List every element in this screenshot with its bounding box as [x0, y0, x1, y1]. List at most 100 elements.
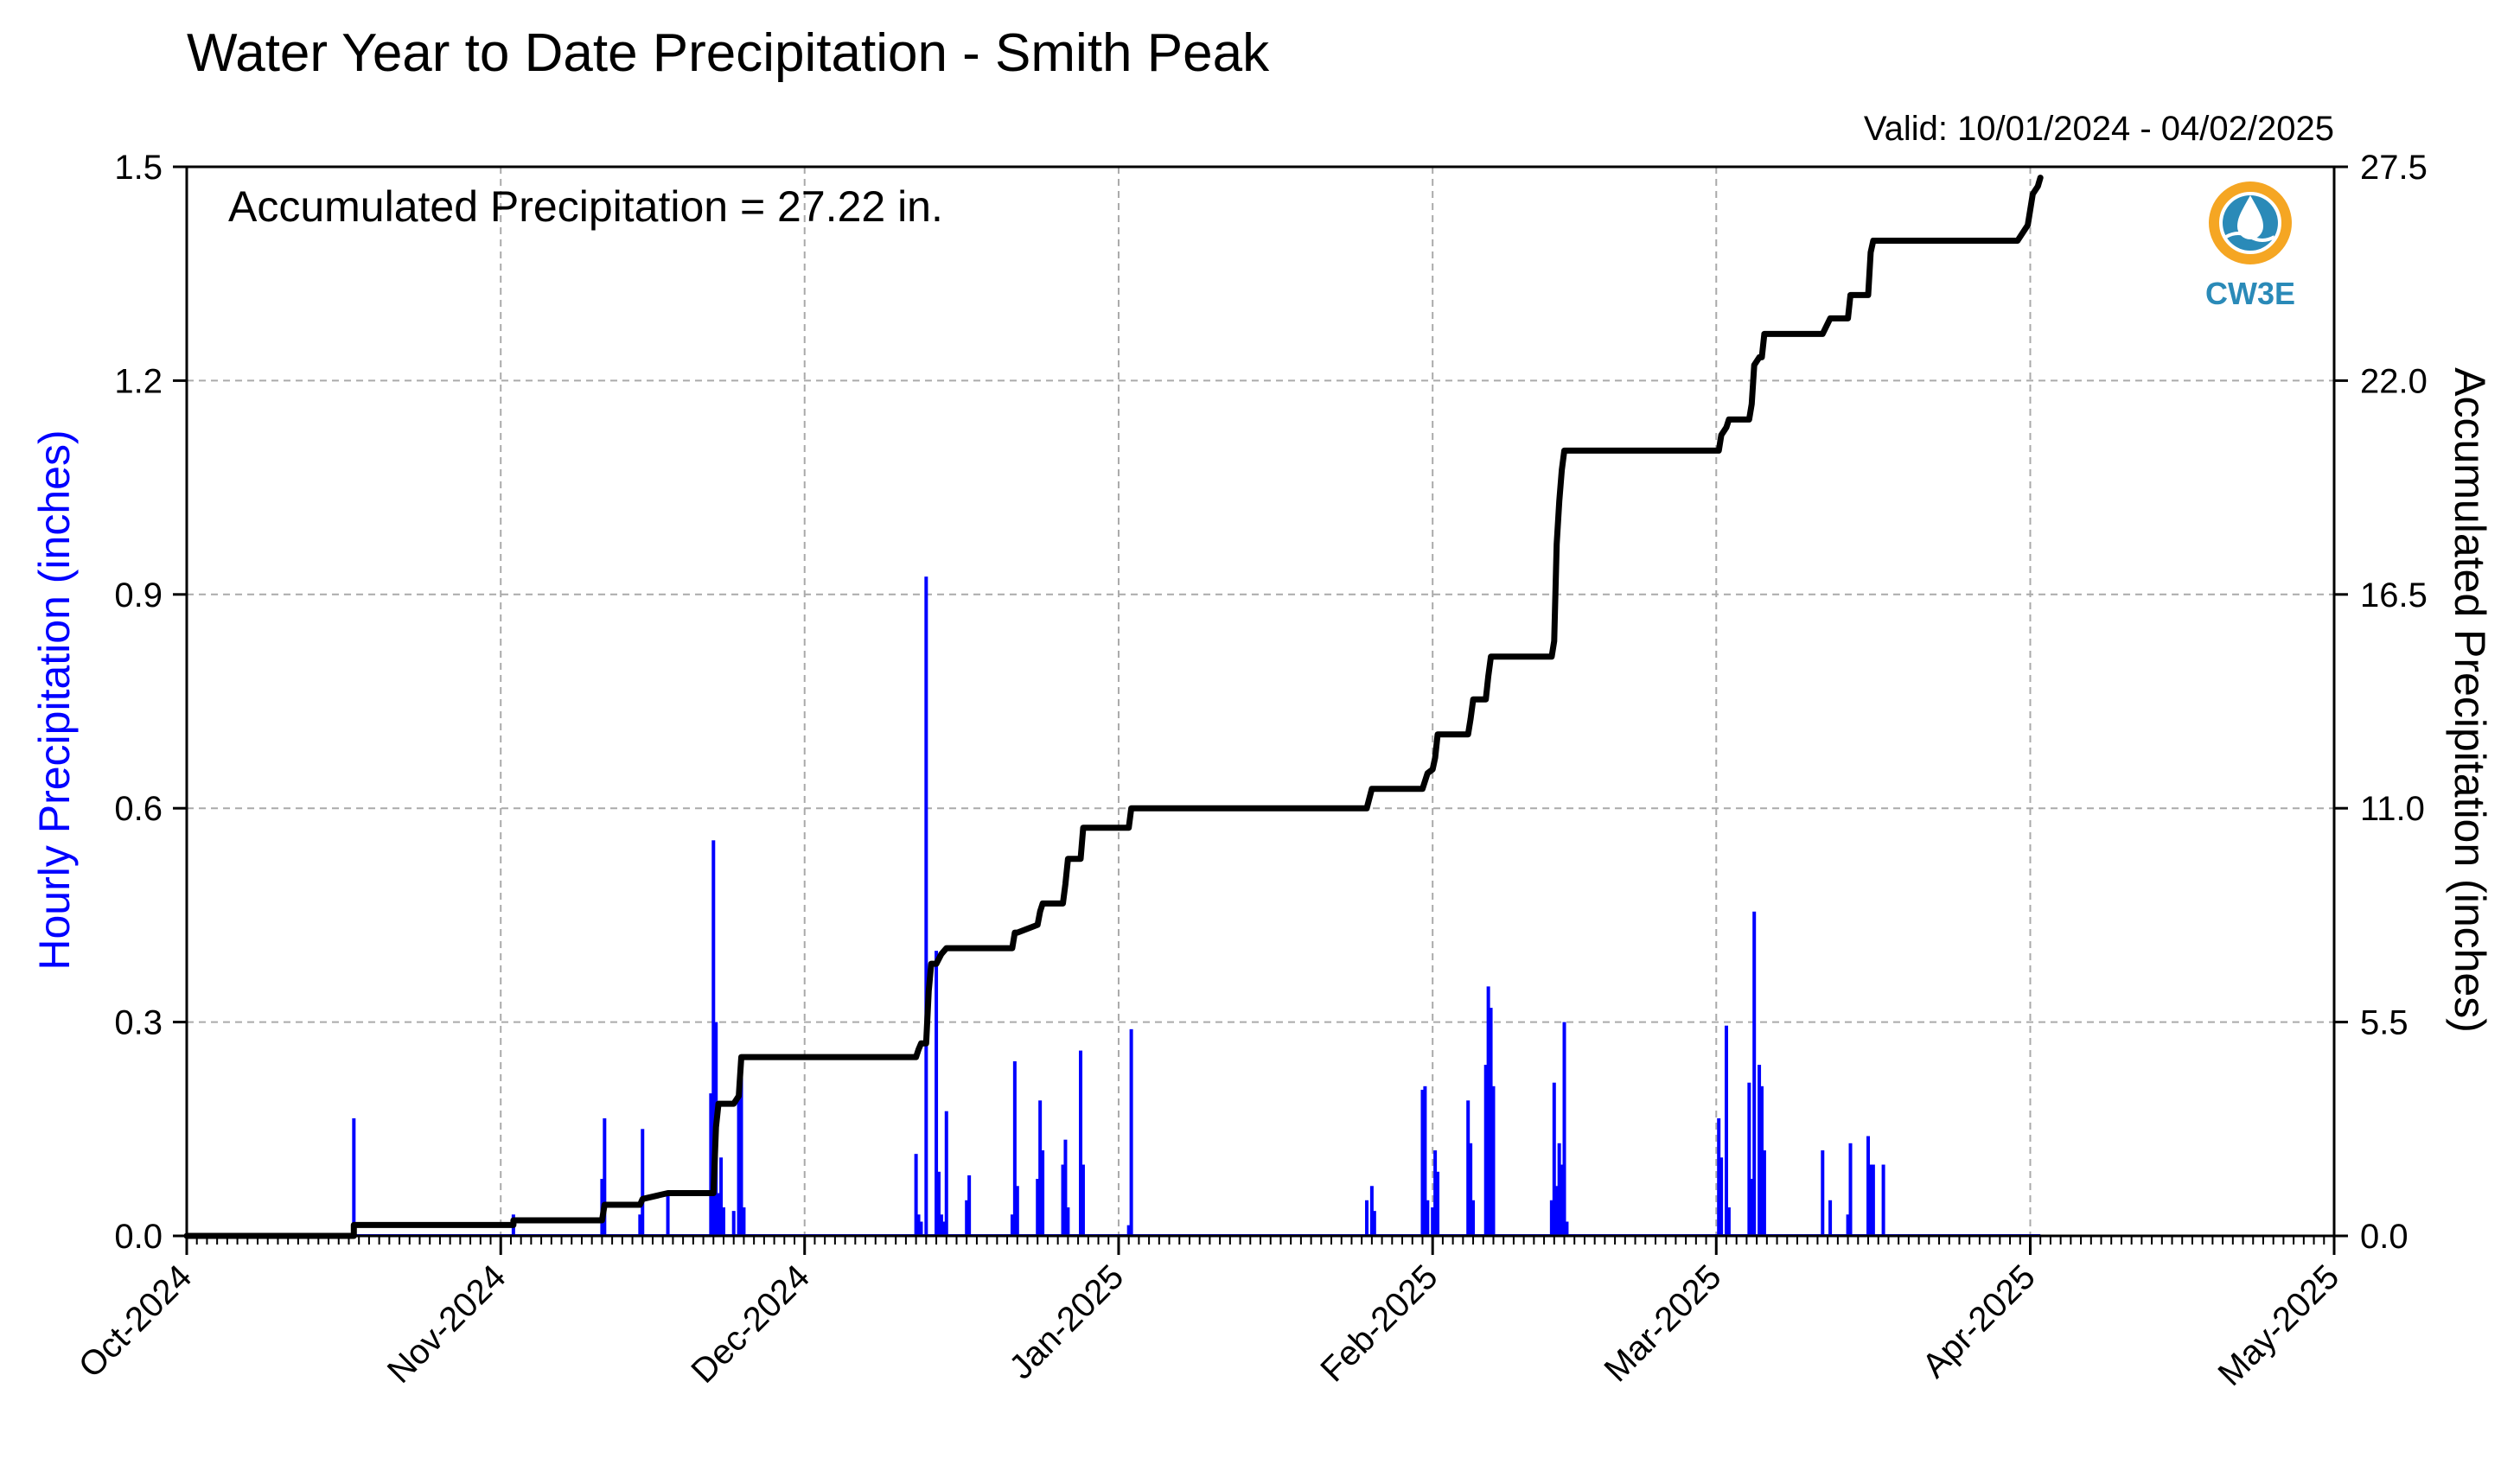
y-axis-label-right: Accumulated Precipitation (inches): [2446, 367, 2494, 1033]
hourly-bars: [187, 576, 2041, 1236]
hourly-bar: [1426, 1200, 1430, 1236]
hourly-bar: [1724, 1025, 1728, 1236]
hourly-bar: [739, 1065, 743, 1236]
accumulated-annotation: Accumulated Precipitation = 27.22 in.: [228, 182, 943, 231]
hourly-bar: [1036, 1179, 1040, 1236]
hourly-bar: [1747, 1082, 1751, 1236]
hourly-bar: [731, 1211, 736, 1236]
hourly-bar: [1369, 1186, 1374, 1236]
hourly-bar: [1491, 1086, 1496, 1236]
hourly-bar: [641, 1129, 645, 1236]
hourly-bar: [1562, 1022, 1566, 1236]
hourly-bar: [919, 1221, 923, 1236]
y-right-tick-label: 16.5: [2360, 576, 2427, 614]
hourly-bar: [1012, 1060, 1017, 1236]
hourly-bar: [1041, 1150, 1045, 1236]
hourly-bar: [1469, 1143, 1473, 1236]
logo-drop-icon: [2237, 195, 2263, 239]
hourly-bar: [1871, 1164, 1875, 1236]
y-right-tick-label: 5.5: [2360, 1004, 2408, 1042]
hourly-bar: [1126, 1225, 1131, 1236]
y-left-tick-label: 0.0: [114, 1218, 163, 1256]
hourly-bar: [1066, 1207, 1070, 1236]
hourly-bar: [1560, 1164, 1564, 1236]
hourly-bar: [1423, 1086, 1427, 1236]
hourly-bar: [1752, 911, 1757, 1236]
hourly-bar: [352, 1117, 356, 1236]
hourly-bar: [1848, 1143, 1853, 1236]
valid-date-range: Valid: 10/01/2024 - 04/02/2025: [1864, 110, 2334, 148]
hourly-bar: [935, 951, 939, 1236]
hourly-bar: [1420, 1089, 1425, 1236]
hourly-bar: [709, 1093, 713, 1236]
hourly-bar: [1063, 1139, 1068, 1236]
hourly-bar: [1868, 1164, 1872, 1236]
hourly-bar: [1828, 1200, 1833, 1236]
hourly-bar: [1129, 1028, 1133, 1236]
hourly-bar: [1881, 1164, 1885, 1236]
hourly-bar: [1557, 1143, 1561, 1236]
logo-text: CW3E: [2205, 276, 2295, 311]
hourly-bar: [1431, 1207, 1435, 1236]
accumulated-line: [183, 175, 2044, 1239]
hourly-bar: [1565, 1221, 1569, 1236]
hourly-bar: [717, 1193, 721, 1236]
cw3e-logo: CW3E: [2205, 181, 2295, 311]
hourly-bar: [1010, 1214, 1014, 1236]
hourly-bar: [1759, 1086, 1764, 1236]
grid-layer: [187, 167, 2334, 1236]
y-left-tick-label: 0.9: [114, 576, 163, 614]
hourly-bar: [916, 1214, 921, 1236]
hourly-bar: [1726, 1207, 1731, 1236]
hourly-bar: [666, 1193, 670, 1236]
hourly-bar: [737, 1100, 741, 1236]
y-right-tick-label: 0.0: [2360, 1218, 2408, 1256]
y-left-tick-label: 0.3: [114, 1004, 163, 1042]
logo-ring-icon: [2209, 181, 2292, 264]
hourly-bar: [1846, 1214, 1850, 1236]
hourly-bar: [1866, 1136, 1871, 1236]
hourly-bar: [603, 1117, 607, 1236]
chart-title: Water Year to Date Precipitation - Smith…: [187, 23, 1270, 83]
logo-wave-icon: [2225, 232, 2275, 242]
hourly-bar: [944, 1111, 948, 1236]
hourly-bar: [1372, 1211, 1376, 1236]
hourly-bar: [1719, 1157, 1724, 1236]
hourly-bar: [1015, 1186, 1019, 1236]
hourly-bar: [742, 1207, 746, 1236]
y-left-tick-label: 1.2: [114, 362, 163, 400]
hourly-bar: [1552, 1082, 1556, 1236]
hourly-bar: [939, 1214, 943, 1236]
y-left-tick-label: 0.6: [114, 790, 163, 828]
hourly-bar: [1554, 1186, 1559, 1236]
hourly-bar: [1061, 1164, 1065, 1236]
hourly-bar: [1471, 1200, 1476, 1236]
hourly-bar: [936, 1171, 941, 1236]
hourly-bar: [1081, 1164, 1085, 1236]
y-right-tick-label: 22.0: [2360, 362, 2427, 400]
hourly-bar: [1486, 986, 1490, 1236]
y-right-tick-label: 11.0: [2360, 790, 2425, 828]
hourly-bar: [1717, 1117, 1721, 1236]
hourly-bar: [1436, 1171, 1440, 1236]
hourly-bar: [1489, 1008, 1493, 1236]
hourly-bar: [1466, 1100, 1471, 1236]
hourly-bar: [638, 1214, 642, 1236]
hourly-bar: [914, 1154, 918, 1236]
hourly-bar: [1483, 1065, 1488, 1236]
hourly-bar: [967, 1175, 972, 1236]
hourly-bar: [722, 1207, 725, 1236]
hourly-bar: [965, 1200, 969, 1236]
hourly-bar: [941, 1221, 946, 1236]
hourly-bar: [711, 840, 716, 1236]
hourly-bar: [1821, 1150, 1825, 1236]
hourly-bar: [1038, 1100, 1043, 1236]
hourly-bar: [1549, 1200, 1553, 1236]
y-axis-label-left: Hourly Precipitation (inches): [30, 430, 79, 970]
hourly-bar: [1758, 1065, 1762, 1236]
hourly-bar: [1365, 1200, 1369, 1236]
y-right-tick-label: 27.5: [2360, 149, 2427, 187]
accumulated-line-layer: [183, 175, 2044, 1239]
